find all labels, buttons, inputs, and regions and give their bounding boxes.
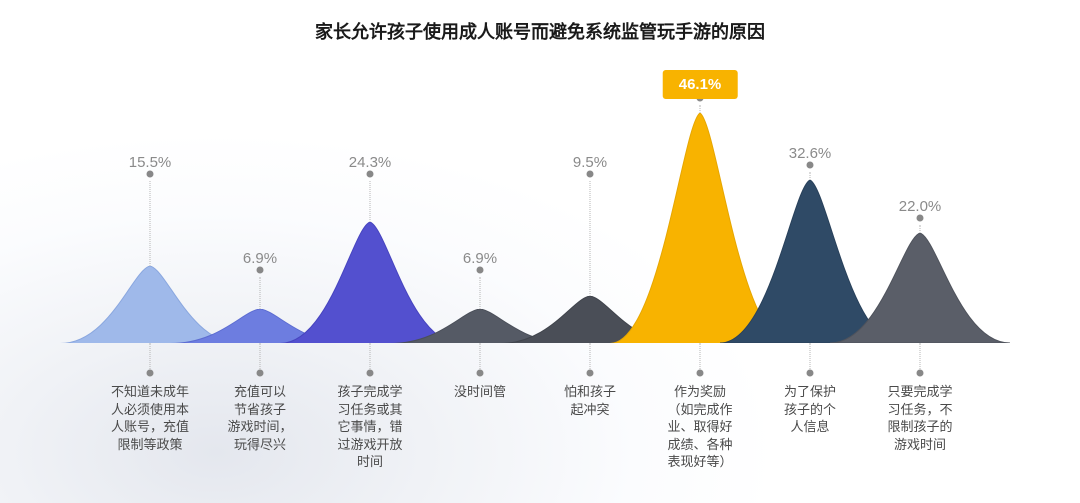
category-label-line: 充值可以 bbox=[205, 383, 315, 401]
category-leader-dot bbox=[587, 370, 594, 377]
category-label: 不知道未成年人必须使用本人账号，充值限制等政策 bbox=[95, 383, 205, 453]
chart-title: 家长允许孩子使用成人账号而避免系统监管玩手游的原因 bbox=[0, 18, 1080, 44]
category-label-line: 怕和孩子 bbox=[535, 383, 645, 401]
value-leader bbox=[590, 181, 591, 296]
category-leader-dot bbox=[367, 370, 374, 377]
category-leader-dot bbox=[807, 370, 814, 377]
category-label-line: 习任务，不 bbox=[865, 401, 975, 419]
value-leader bbox=[700, 105, 701, 113]
category-label: 作为奖励（如完成作业、取得好成绩、各种表现好等） bbox=[645, 383, 755, 471]
category-label: 充值可以节省孩子游戏时间，玩得尽兴 bbox=[205, 383, 315, 453]
category-leader-dot bbox=[917, 370, 924, 377]
category-label-line: 为了保护 bbox=[755, 383, 865, 401]
value-leader bbox=[810, 172, 811, 180]
category-leader bbox=[700, 343, 701, 373]
category-leader bbox=[150, 343, 151, 373]
value-leader-dot bbox=[367, 171, 374, 178]
category-label-line: 成绩、各种 bbox=[645, 436, 755, 454]
value-leader-dot bbox=[477, 267, 484, 274]
value-leader bbox=[260, 277, 261, 309]
peak bbox=[720, 180, 900, 343]
category-label-line: 游戏时间 bbox=[865, 436, 975, 454]
value-leader bbox=[480, 277, 481, 309]
category-label-line: 不知道未成年 bbox=[95, 383, 205, 401]
peak bbox=[170, 309, 350, 344]
peak bbox=[500, 296, 680, 344]
category-leader-dot bbox=[147, 370, 154, 377]
chart-area: 15.5%6.9%24.3%6.9%9.5%46.1%32.6%22.0% 不知… bbox=[110, 60, 1050, 483]
category-label-line: 人账号，充值 bbox=[95, 418, 205, 436]
category-label-line: 只要完成学 bbox=[865, 383, 975, 401]
peak bbox=[610, 113, 790, 344]
value-leader bbox=[150, 181, 151, 266]
category-label-line: 人信息 bbox=[755, 418, 865, 436]
peak bbox=[280, 222, 460, 344]
category-label-line: 玩得尽兴 bbox=[205, 436, 315, 454]
category-label: 怕和孩子起冲突 bbox=[535, 383, 645, 418]
category-label: 只要完成学习任务，不限制孩子的游戏时间 bbox=[865, 383, 975, 453]
value-leader-dot bbox=[807, 162, 814, 169]
category-leader-dot bbox=[477, 370, 484, 377]
category-leader bbox=[920, 343, 921, 373]
value-leader bbox=[920, 225, 921, 233]
category-label-line: 起冲突 bbox=[535, 401, 645, 419]
value-leader-dot bbox=[917, 215, 924, 222]
category-label-line: 作为奖励 bbox=[645, 383, 755, 401]
category-label-line: （如完成作 bbox=[645, 401, 755, 419]
category-leader bbox=[810, 343, 811, 373]
peak bbox=[830, 233, 1010, 343]
category-label: 为了保护孩子的个人信息 bbox=[755, 383, 865, 436]
category-label-line: 时间 bbox=[315, 453, 425, 471]
category-leader-dot bbox=[697, 370, 704, 377]
category-label-line: 限制等政策 bbox=[95, 436, 205, 454]
category-label-line: 表现好等） bbox=[645, 453, 755, 471]
category-label-line: 孩子完成学 bbox=[315, 383, 425, 401]
value-leader bbox=[370, 181, 371, 222]
category-label-line: 过游戏开放 bbox=[315, 436, 425, 454]
category-label: 没时间管 bbox=[425, 383, 535, 401]
peak bbox=[390, 309, 570, 344]
category-leader bbox=[590, 343, 591, 373]
category-label-line: 孩子的个 bbox=[755, 401, 865, 419]
value-leader-dot bbox=[697, 94, 704, 101]
category-leader-dot bbox=[257, 370, 264, 377]
category-label-line: 游戏时间， bbox=[205, 418, 315, 436]
category-label-line: 节省孩子 bbox=[205, 401, 315, 419]
category-label-line: 业、取得好 bbox=[645, 418, 755, 436]
category-label-line: 习任务或其 bbox=[315, 401, 425, 419]
value-leader-dot bbox=[147, 171, 154, 178]
category-label-line: 它事情，错 bbox=[315, 418, 425, 436]
category-label-zone: 不知道未成年人必须使用本人账号，充值限制等政策充值可以节省孩子游戏时间，玩得尽兴… bbox=[110, 343, 1050, 483]
category-label: 孩子完成学习任务或其它事情，错过游戏开放时间 bbox=[315, 383, 425, 471]
category-label-line: 人必须使用本 bbox=[95, 401, 205, 419]
value-leader-dot bbox=[587, 171, 594, 178]
category-leader bbox=[480, 343, 481, 373]
category-label-line: 没时间管 bbox=[425, 383, 535, 401]
category-leader bbox=[370, 343, 371, 373]
value-leader-dot bbox=[257, 267, 264, 274]
category-label-line: 限制孩子的 bbox=[865, 418, 975, 436]
category-leader bbox=[260, 343, 261, 373]
